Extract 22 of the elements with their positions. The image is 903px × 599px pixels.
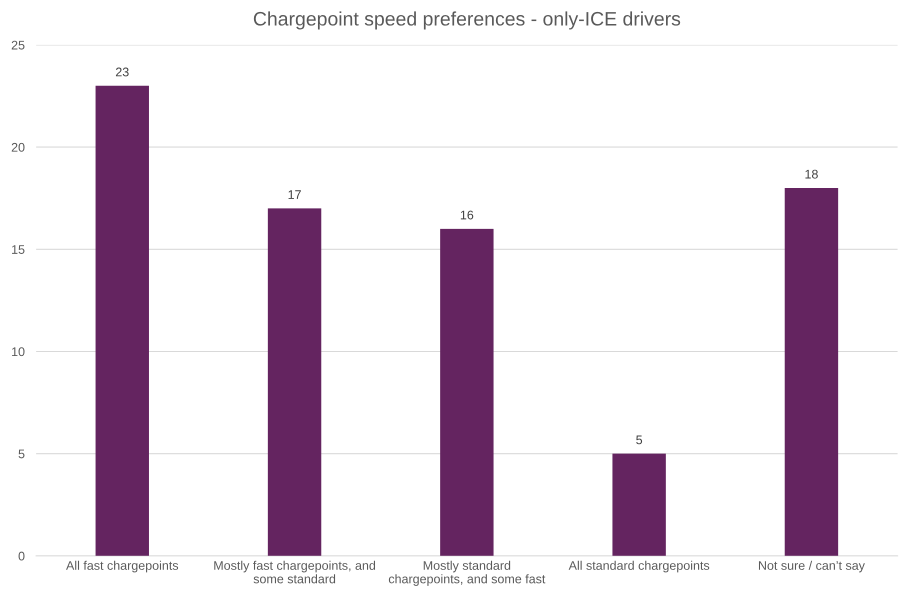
y-tick-label: 25 — [12, 40, 24, 50]
data-label: 17 — [288, 190, 301, 199]
x-tick-label: All standard chargepoints — [568, 560, 710, 572]
x-tick-label: Mostly standard chargepoints, and some fast — [388, 560, 546, 586]
data-label: 18 — [805, 170, 818, 179]
data-label: 5 — [636, 436, 642, 444]
x-tick-label: Mostly fast chargepoints, and some standard — [214, 560, 376, 584]
bar — [268, 208, 322, 556]
chart-title: Chargepoint speed preferences - only-ICE drivers — [254, 11, 680, 30]
y-tick-label: 10 — [12, 347, 25, 356]
y-tick-label: 5 — [18, 450, 24, 458]
y-tick-label: 0 — [18, 552, 25, 561]
data-label: 16 — [460, 210, 474, 220]
y-tick-label: 15 — [12, 245, 24, 254]
bar — [784, 188, 838, 556]
x-tick-label: All fast chargepoints — [66, 560, 178, 572]
y-tick-label: 20 — [12, 142, 25, 152]
data-label: 23 — [116, 68, 129, 76]
bar — [612, 454, 666, 556]
x-tick-label: Not sure / can’t say — [758, 560, 865, 572]
bar — [440, 228, 494, 556]
bar — [96, 86, 149, 556]
